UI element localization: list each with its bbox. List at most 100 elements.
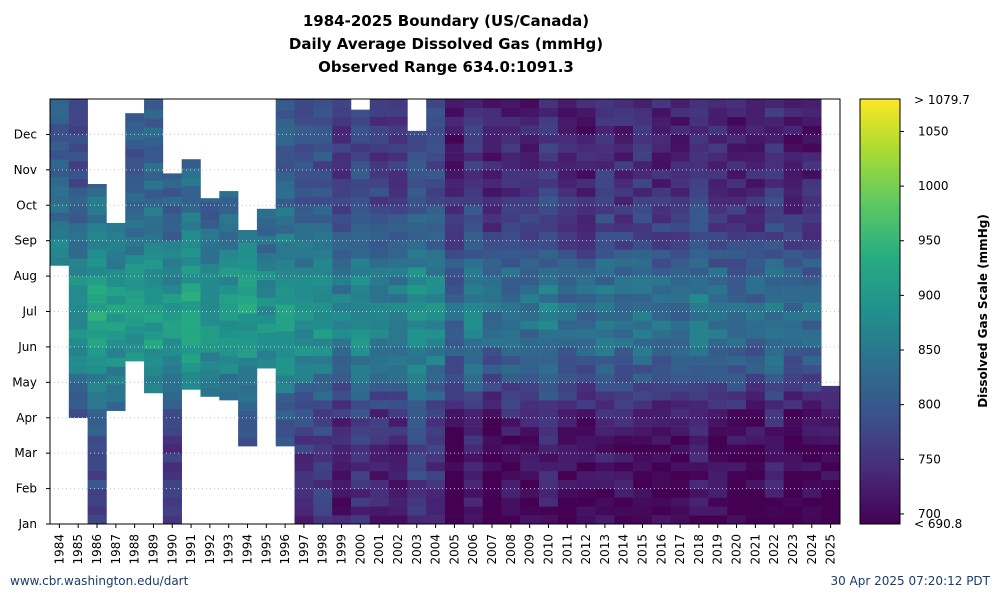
heatmap-cell — [350, 240, 371, 250]
heatmap-cell — [275, 401, 295, 411]
heatmap-cell — [294, 214, 314, 224]
heatmap-cell — [87, 488, 107, 498]
heatmap-cell — [708, 240, 728, 250]
heatmap-cell — [313, 479, 333, 489]
heatmap-cell — [294, 417, 314, 427]
heatmap-cell — [294, 152, 314, 162]
heatmap-cell — [463, 152, 483, 162]
heatmap-cell — [557, 267, 577, 277]
heatmap-cell — [407, 497, 427, 507]
heatmap-cell — [294, 453, 314, 463]
heatmap-cell — [651, 302, 672, 312]
heatmap-cell — [708, 453, 728, 463]
heatmap-cell — [388, 187, 408, 197]
heatmap-cell — [708, 205, 728, 215]
heatmap-cell — [463, 382, 483, 392]
heatmap-cell — [651, 497, 672, 507]
heatmap-cell — [388, 417, 408, 427]
heatmap-cell — [313, 497, 333, 507]
heatmap-cell — [520, 276, 540, 286]
heatmap-cell — [369, 302, 389, 312]
heatmap-cell — [407, 276, 427, 286]
heatmap-cell — [614, 426, 634, 436]
heatmap-cell — [144, 180, 164, 190]
heatmap-cell — [595, 470, 615, 481]
heatmap-cell — [576, 276, 596, 286]
heatmap-cell — [501, 99, 521, 109]
heatmap-cell — [633, 515, 653, 525]
heatmap-cell — [708, 479, 728, 489]
heatmap-cell — [539, 488, 559, 498]
heatmap-cell — [501, 284, 521, 295]
heatmap-cell — [670, 488, 690, 498]
heatmap-cell — [350, 470, 371, 481]
heatmap-cell — [426, 302, 446, 312]
heatmap-cell — [369, 178, 389, 188]
heatmap-cell — [275, 375, 295, 385]
heatmap-cell — [670, 311, 690, 321]
heatmap-cell — [614, 293, 634, 303]
heatmap-cell — [745, 435, 766, 445]
heatmap-cell — [445, 240, 465, 250]
heatmap-cell — [87, 187, 107, 197]
heatmap-cell — [633, 169, 653, 179]
heatmap-cell — [745, 178, 766, 188]
x-tick-label: 1986 — [90, 534, 104, 565]
heatmap-cell — [181, 203, 201, 213]
heatmap-cell — [689, 284, 709, 295]
heatmap-cell — [219, 302, 239, 312]
heatmap-cell — [294, 258, 314, 268]
heatmap-cell — [350, 258, 371, 268]
heatmap-cell — [802, 134, 822, 144]
heatmap-cell — [651, 169, 672, 179]
heatmap-cell — [445, 107, 465, 117]
x-tick-label: 2018 — [692, 534, 706, 565]
heatmap-cell — [313, 152, 333, 162]
heatmap-cell — [520, 364, 540, 374]
heatmap-cell — [369, 222, 389, 233]
heatmap-cell — [651, 187, 672, 197]
heatmap-cell — [557, 196, 577, 206]
heatmap-cell — [802, 462, 822, 472]
heatmap-cell — [633, 320, 653, 330]
heatmap-cell — [557, 346, 577, 357]
heatmap-cell — [275, 242, 295, 252]
heatmap-cell — [539, 160, 559, 171]
heatmap-cell — [482, 391, 502, 401]
heatmap-cell — [764, 506, 784, 516]
heatmap-cell — [557, 311, 577, 321]
heatmap-cell — [350, 320, 371, 330]
heatmap-cell — [369, 373, 389, 383]
heatmap-cell — [708, 355, 728, 365]
heatmap-cell — [350, 276, 371, 286]
heatmap-cell — [821, 391, 841, 401]
heatmap-cell — [294, 99, 314, 109]
heatmap-cell — [200, 369, 220, 380]
heatmap-cell — [445, 435, 465, 445]
heatmap-cell — [651, 107, 672, 117]
heatmap-cell — [651, 125, 672, 135]
heatmap-cell — [313, 169, 333, 179]
heatmap-cell — [426, 99, 446, 109]
heatmap-cell — [369, 196, 389, 206]
heatmap-cell — [332, 214, 352, 224]
heatmap-cell — [426, 417, 446, 427]
heatmap-cell — [633, 284, 653, 295]
heatmap-cell — [708, 178, 728, 188]
heatmap-cell — [557, 107, 577, 117]
heatmap-cell — [557, 479, 577, 489]
heatmap-cell — [745, 408, 766, 419]
heatmap-cell — [482, 267, 502, 277]
heatmap-cell — [144, 189, 164, 199]
heatmap-cell — [557, 364, 577, 374]
heatmap-cell — [745, 506, 766, 516]
heatmap-cell — [294, 205, 314, 215]
heatmap-cell — [162, 205, 182, 215]
heatmap-cell — [557, 293, 577, 303]
heatmap-cell — [50, 230, 70, 240]
y-tick-label: Apr — [16, 411, 37, 425]
heatmap-cell — [482, 152, 502, 162]
heatmap-cell — [539, 470, 559, 481]
heatmap-cell — [708, 408, 728, 419]
heatmap-cell — [576, 338, 596, 348]
